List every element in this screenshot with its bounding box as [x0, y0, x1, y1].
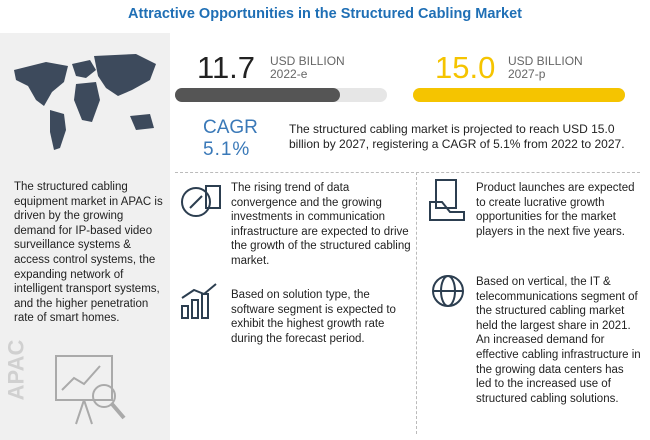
product-icon	[429, 179, 465, 221]
metric-unit: USD BILLION	[508, 54, 583, 68]
cagr-label: CAGR	[203, 117, 258, 138]
metric-year: 2022-e	[270, 67, 308, 81]
bar	[175, 88, 341, 102]
bar	[413, 88, 625, 102]
world-map	[14, 54, 156, 150]
metric-value: 15.0	[435, 50, 496, 85]
globe-icon	[432, 275, 464, 307]
insight: The rising trend of data convergence and…	[231, 182, 411, 267]
title: Attractive Opportunities in the Structur…	[128, 6, 522, 22]
metric-unit: USD BILLION	[270, 54, 345, 68]
apac-label: APAC	[3, 339, 29, 401]
apac-text: The structured cabling equipment market …	[14, 181, 163, 325]
separator	[175, 172, 640, 173]
insight: Based on vertical, the IT & telecommunic…	[476, 276, 641, 405]
convergence-icon	[181, 185, 221, 217]
analysis-icon	[55, 355, 126, 425]
separator	[416, 172, 417, 434]
insight: Product launches are expected to create …	[476, 182, 635, 238]
insight: Based on solution type, the software seg…	[231, 289, 396, 345]
metric-value: 11.7	[197, 50, 256, 85]
metric-year: 2027-p	[508, 67, 546, 81]
cagr-value: 5.1%	[203, 139, 251, 160]
growth-icon	[181, 283, 217, 319]
summary: The structured cabling market is project…	[289, 122, 625, 151]
